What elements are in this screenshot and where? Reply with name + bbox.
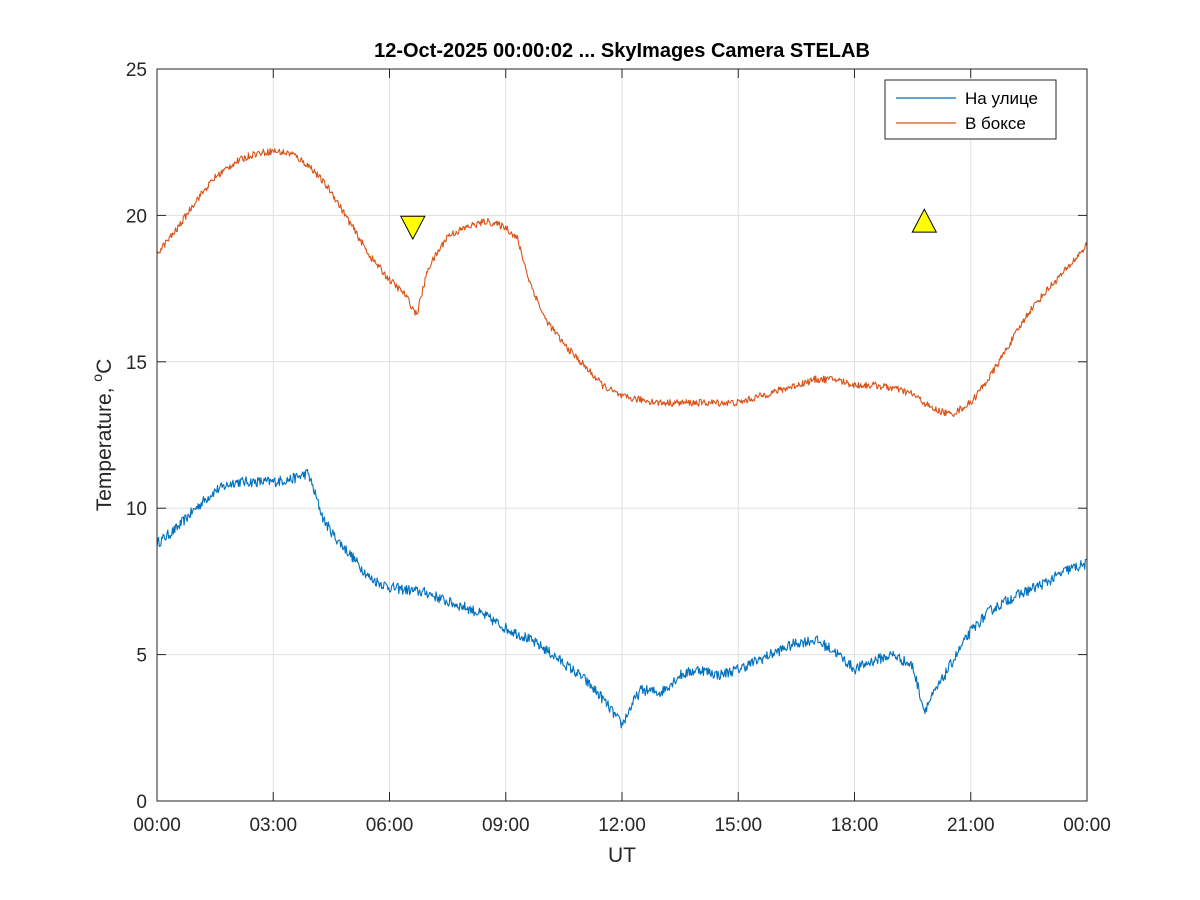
- x-tick-label: 00:00: [133, 815, 181, 836]
- x-tick-label: 09:00: [482, 815, 530, 836]
- y-axis-label-superscript: o: [89, 374, 105, 382]
- y-tick-label: 20: [126, 206, 147, 227]
- y-tick-labels: 0 5 10 15 20 25: [126, 60, 147, 813]
- legend-box: [884, 79, 1057, 140]
- y-tick-label: 15: [126, 353, 147, 374]
- y-axis-label-unit: C: [93, 359, 116, 374]
- series-line-outside: [156, 468, 1087, 729]
- y-tick-label: 0: [136, 792, 147, 813]
- chart-title: 12-Oct-2025 00:00:02 ... SkyImages Camer…: [374, 40, 870, 62]
- x-tick-label: 06:00: [366, 815, 414, 836]
- sunrise-marker-icon: [911, 208, 938, 233]
- x-axis-label: UT: [608, 844, 636, 867]
- series-layer: [156, 147, 1088, 729]
- tick-marks: [156, 68, 1088, 802]
- marker-layer: [399, 208, 938, 241]
- legend: На улице В боксе: [884, 79, 1057, 140]
- legend-label-outside: На улице: [965, 89, 1038, 108]
- y-axis-label-text: Temperature,: [93, 382, 116, 512]
- x-tick-label: 12:00: [598, 815, 646, 836]
- y-tick-label: 25: [126, 60, 147, 81]
- x-tick-label: 18:00: [831, 815, 879, 836]
- x-tick-label: 00:00: [1063, 815, 1111, 836]
- x-tick-labels: 00:00 03:00 06:00 09:00 12:00 15:00 18:00 21:00…: [133, 815, 1111, 836]
- x-tick-label: 21:00: [947, 815, 995, 836]
- x-tick-label: 03:00: [249, 815, 297, 836]
- x-tick-label: 15:00: [714, 815, 762, 836]
- y-axis-label: Temperature, oC: [89, 359, 116, 512]
- legend-label-box: В боксе: [965, 114, 1026, 133]
- grid-lines: [157, 69, 1087, 801]
- y-tick-label: 10: [126, 499, 147, 520]
- sunset-marker-icon: [399, 215, 426, 241]
- series-line-box: [156, 147, 1088, 418]
- y-tick-label: 5: [136, 646, 147, 667]
